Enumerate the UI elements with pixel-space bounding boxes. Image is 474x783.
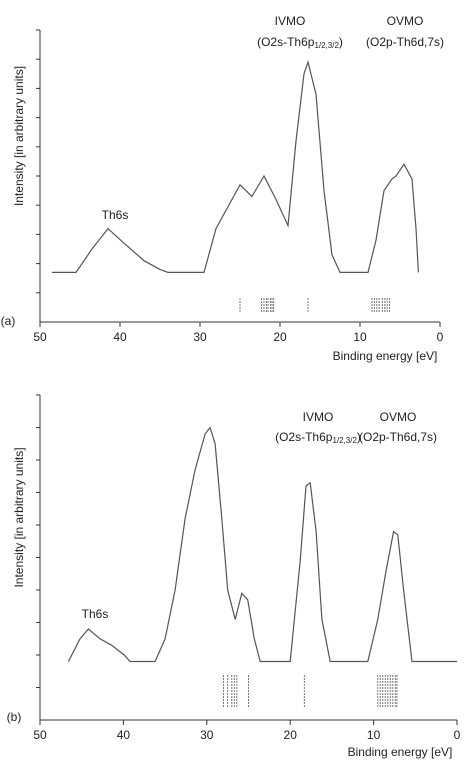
x-tick-label: 30	[193, 330, 207, 344]
annotation: IVMO	[303, 410, 334, 424]
x-tick-label: 40	[113, 330, 127, 344]
annotation-part: (O2s-Th6p	[257, 35, 315, 49]
x-tick-label: 20	[284, 728, 298, 742]
y-axis-label: Intensity [in arbitrary units]	[12, 447, 26, 587]
y-axis-label: Intensity [in arbitrary units]	[12, 66, 26, 206]
annotation: (O2p-Th6d,7s)	[366, 35, 444, 49]
annotation: (O2s-Th6p1/2,3/2)	[257, 35, 343, 50]
annotation-part: 1/2,3/2	[314, 41, 339, 50]
x-tick-label: 50	[33, 728, 47, 742]
annotation-part: (O2s-Th6p	[275, 430, 333, 444]
panel-label: (b)	[7, 710, 22, 724]
annotation: (O2p-Th6d,7s)	[359, 430, 437, 444]
annotation: IVMO	[275, 14, 306, 28]
x-tick-label: 50	[33, 330, 47, 344]
spectrum-line	[67, 426, 457, 663]
x-tick-label: 40	[117, 728, 131, 742]
spectrum-line	[52, 59, 419, 273]
x-tick-label: 0	[454, 728, 461, 742]
x-tick-label: 0	[437, 330, 444, 344]
x-tick-label: 10	[367, 728, 381, 742]
annotation: OVMO	[380, 410, 417, 424]
x-tick-label: 10	[353, 330, 367, 344]
annotation: OVMO	[387, 14, 424, 28]
annotation-part: )	[339, 35, 343, 49]
x-axis-label: Binding energy [eV]	[333, 349, 438, 363]
x-tick-label: 20	[273, 330, 287, 344]
panel-label: (a)	[1, 314, 16, 328]
annotation: (O2s-Th6p1/2,3/2)	[275, 430, 361, 445]
annotation-part: )	[357, 430, 361, 444]
annotation: Th6s	[102, 208, 129, 222]
x-tick-label: 30	[200, 728, 214, 742]
annotation: Th6s	[82, 607, 109, 621]
x-axis-label: Binding energy [eV]	[348, 745, 453, 759]
annotation-part: 1/2,3/2	[332, 436, 357, 445]
